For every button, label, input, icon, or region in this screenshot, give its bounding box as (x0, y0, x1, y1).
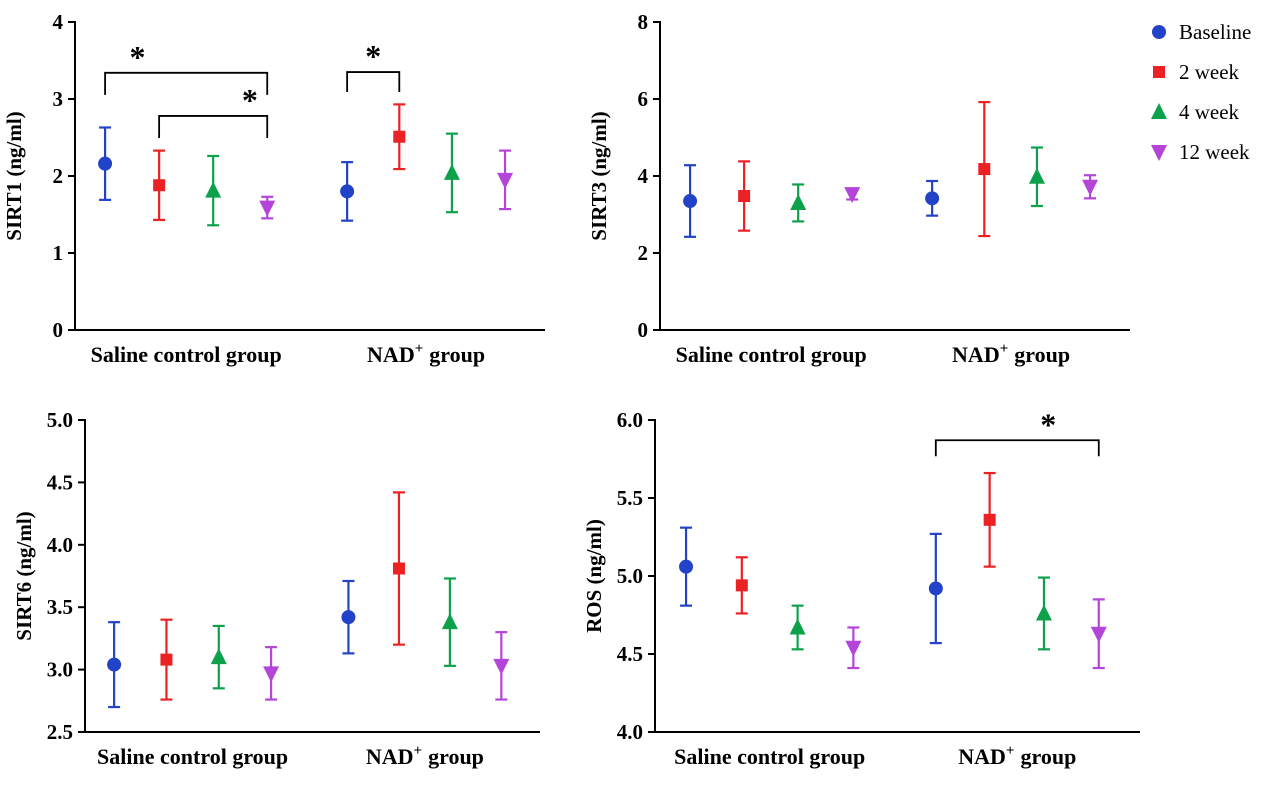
legend-label-4week: 4 week (1179, 99, 1240, 124)
y-tick-label: 4.0 (47, 533, 73, 557)
y-tick-label: 5.0 (617, 564, 643, 588)
y-tick-label: 8 (638, 10, 649, 34)
y-tick-label: 4.0 (617, 720, 643, 744)
y-tick-label: 3 (53, 87, 64, 111)
x-category-label: NAD+ group (366, 743, 484, 769)
x-category-label: Saline control group (97, 744, 288, 769)
data-point-4-week (1028, 167, 1045, 184)
data-point-2-week (983, 513, 996, 526)
data-point-baseline (107, 657, 122, 672)
y-axis-label: ROS (ng/ml) (582, 519, 606, 633)
significance-star: * (130, 39, 146, 75)
y-tick-label: 4 (638, 164, 649, 188)
y-tick-label: 5.5 (617, 486, 643, 510)
circle-icon (1152, 25, 1166, 39)
legend-item-2week: 2 week (1150, 52, 1251, 92)
baseline-circle-icon (1152, 25, 1166, 39)
data-point-4-week (205, 181, 222, 198)
significance-bracket (934, 439, 1100, 457)
y-axis-label: SIRT6 (ng/ml) (12, 511, 36, 640)
legend-label-baseline: Baseline (1179, 19, 1252, 44)
data-point-12-week (497, 172, 514, 189)
chart-sirt6: 2.5 3.0 3.5 4.0 4.5 5.0 SIRT6 (ng/ml) Saline co… (12, 408, 540, 769)
y-tick-label: 1 (53, 241, 64, 265)
chart-ros: 4.0 4.5 5.0 5.5 6.0 ROS (ng/ml) Saline control… (582, 406, 1140, 769)
y-tick-label: 2 (53, 164, 64, 188)
chart-sirt1: 0 1 2 3 4 SIRT1 (ng/ml) Saline control group NA… (2, 10, 545, 367)
y-tick-label: 2 (638, 241, 649, 265)
data-point-4-week (789, 618, 806, 635)
legend-item-12week: 12 week (1150, 132, 1251, 172)
x-category-label: NAD+ group (958, 743, 1076, 769)
data-point-12-week (844, 187, 861, 204)
triangle-down-icon (1151, 145, 1167, 161)
y-tick-label: 2.5 (47, 720, 73, 744)
data-point-4-week (790, 193, 807, 210)
data-point-baseline (679, 559, 694, 574)
x-category-label: NAD+ group (367, 341, 485, 367)
y-tick-label: 0 (53, 318, 64, 342)
data-point-baseline (340, 184, 355, 199)
data-point-12-week (845, 640, 862, 657)
legend-item-baseline: Baseline (1150, 12, 1251, 52)
legend-label-2week: 2 week (1179, 59, 1240, 84)
significance-star: * (1040, 406, 1056, 442)
data-point-baseline (925, 191, 940, 206)
significance-bracket (158, 115, 269, 138)
data-point-2-week (160, 653, 173, 666)
y-axis-label: SIRT3 (ng/ml) (587, 111, 611, 240)
four-week-triangle-up-icon (1151, 103, 1167, 119)
x-category-label: Saline control group (91, 342, 282, 367)
data-point-4-week (210, 648, 227, 665)
y-tick-label: 6.0 (617, 408, 643, 432)
data-point-2-week (978, 163, 991, 176)
triangle-up-icon (1151, 103, 1167, 119)
twelve-week-triangle-down-icon (1151, 145, 1167, 161)
significance-bracket (104, 71, 269, 95)
y-tick-label: 6 (638, 87, 649, 111)
data-point-12-week (1082, 179, 1099, 196)
data-point-baseline (98, 156, 113, 171)
y-tick-label: 4.5 (617, 642, 643, 666)
data-point-12-week (493, 658, 510, 675)
two-week-square-icon (1153, 66, 1165, 78)
data-point-2-week (392, 562, 405, 575)
significance-star: * (242, 82, 258, 118)
data-point-2-week (393, 130, 406, 143)
y-axis-label: SIRT1 (ng/ml) (2, 111, 26, 240)
data-point-12-week (1090, 626, 1107, 643)
legend-item-4week: 4 week (1150, 92, 1251, 132)
data-point-2-week (153, 179, 166, 192)
data-point-12-week (259, 200, 276, 217)
data-point-4-week (441, 613, 458, 630)
data-point-baseline (683, 194, 698, 209)
data-point-4-week (1035, 604, 1052, 621)
data-point-2-week (735, 579, 748, 592)
y-tick-label: 5.0 (47, 408, 73, 432)
data-point-12-week (263, 666, 280, 683)
chart-sirt3: 0 2 4 6 8 SIRT3 (ng/ml) Saline control group NA… (587, 10, 1130, 367)
data-point-baseline (928, 581, 943, 596)
significance-bracket (346, 71, 401, 93)
y-tick-label: 4 (53, 10, 64, 34)
legend-label-12week: 12 week (1179, 139, 1250, 164)
x-category-label: Saline control group (674, 744, 865, 769)
x-category-label: NAD+ group (952, 341, 1070, 367)
data-point-4-week (443, 163, 460, 180)
data-point-2-week (738, 190, 751, 203)
y-tick-label: 0 (638, 318, 649, 342)
data-point-baseline (341, 610, 356, 625)
square-icon (1153, 66, 1165, 78)
x-category-label: Saline control group (676, 342, 867, 367)
y-tick-label: 3.0 (47, 658, 73, 682)
y-tick-label: 4.5 (47, 470, 73, 494)
significance-star: * (365, 38, 381, 74)
legend: Baseline 2 week 4 week 12 week (1150, 12, 1251, 172)
y-tick-label: 3.5 (47, 595, 73, 619)
